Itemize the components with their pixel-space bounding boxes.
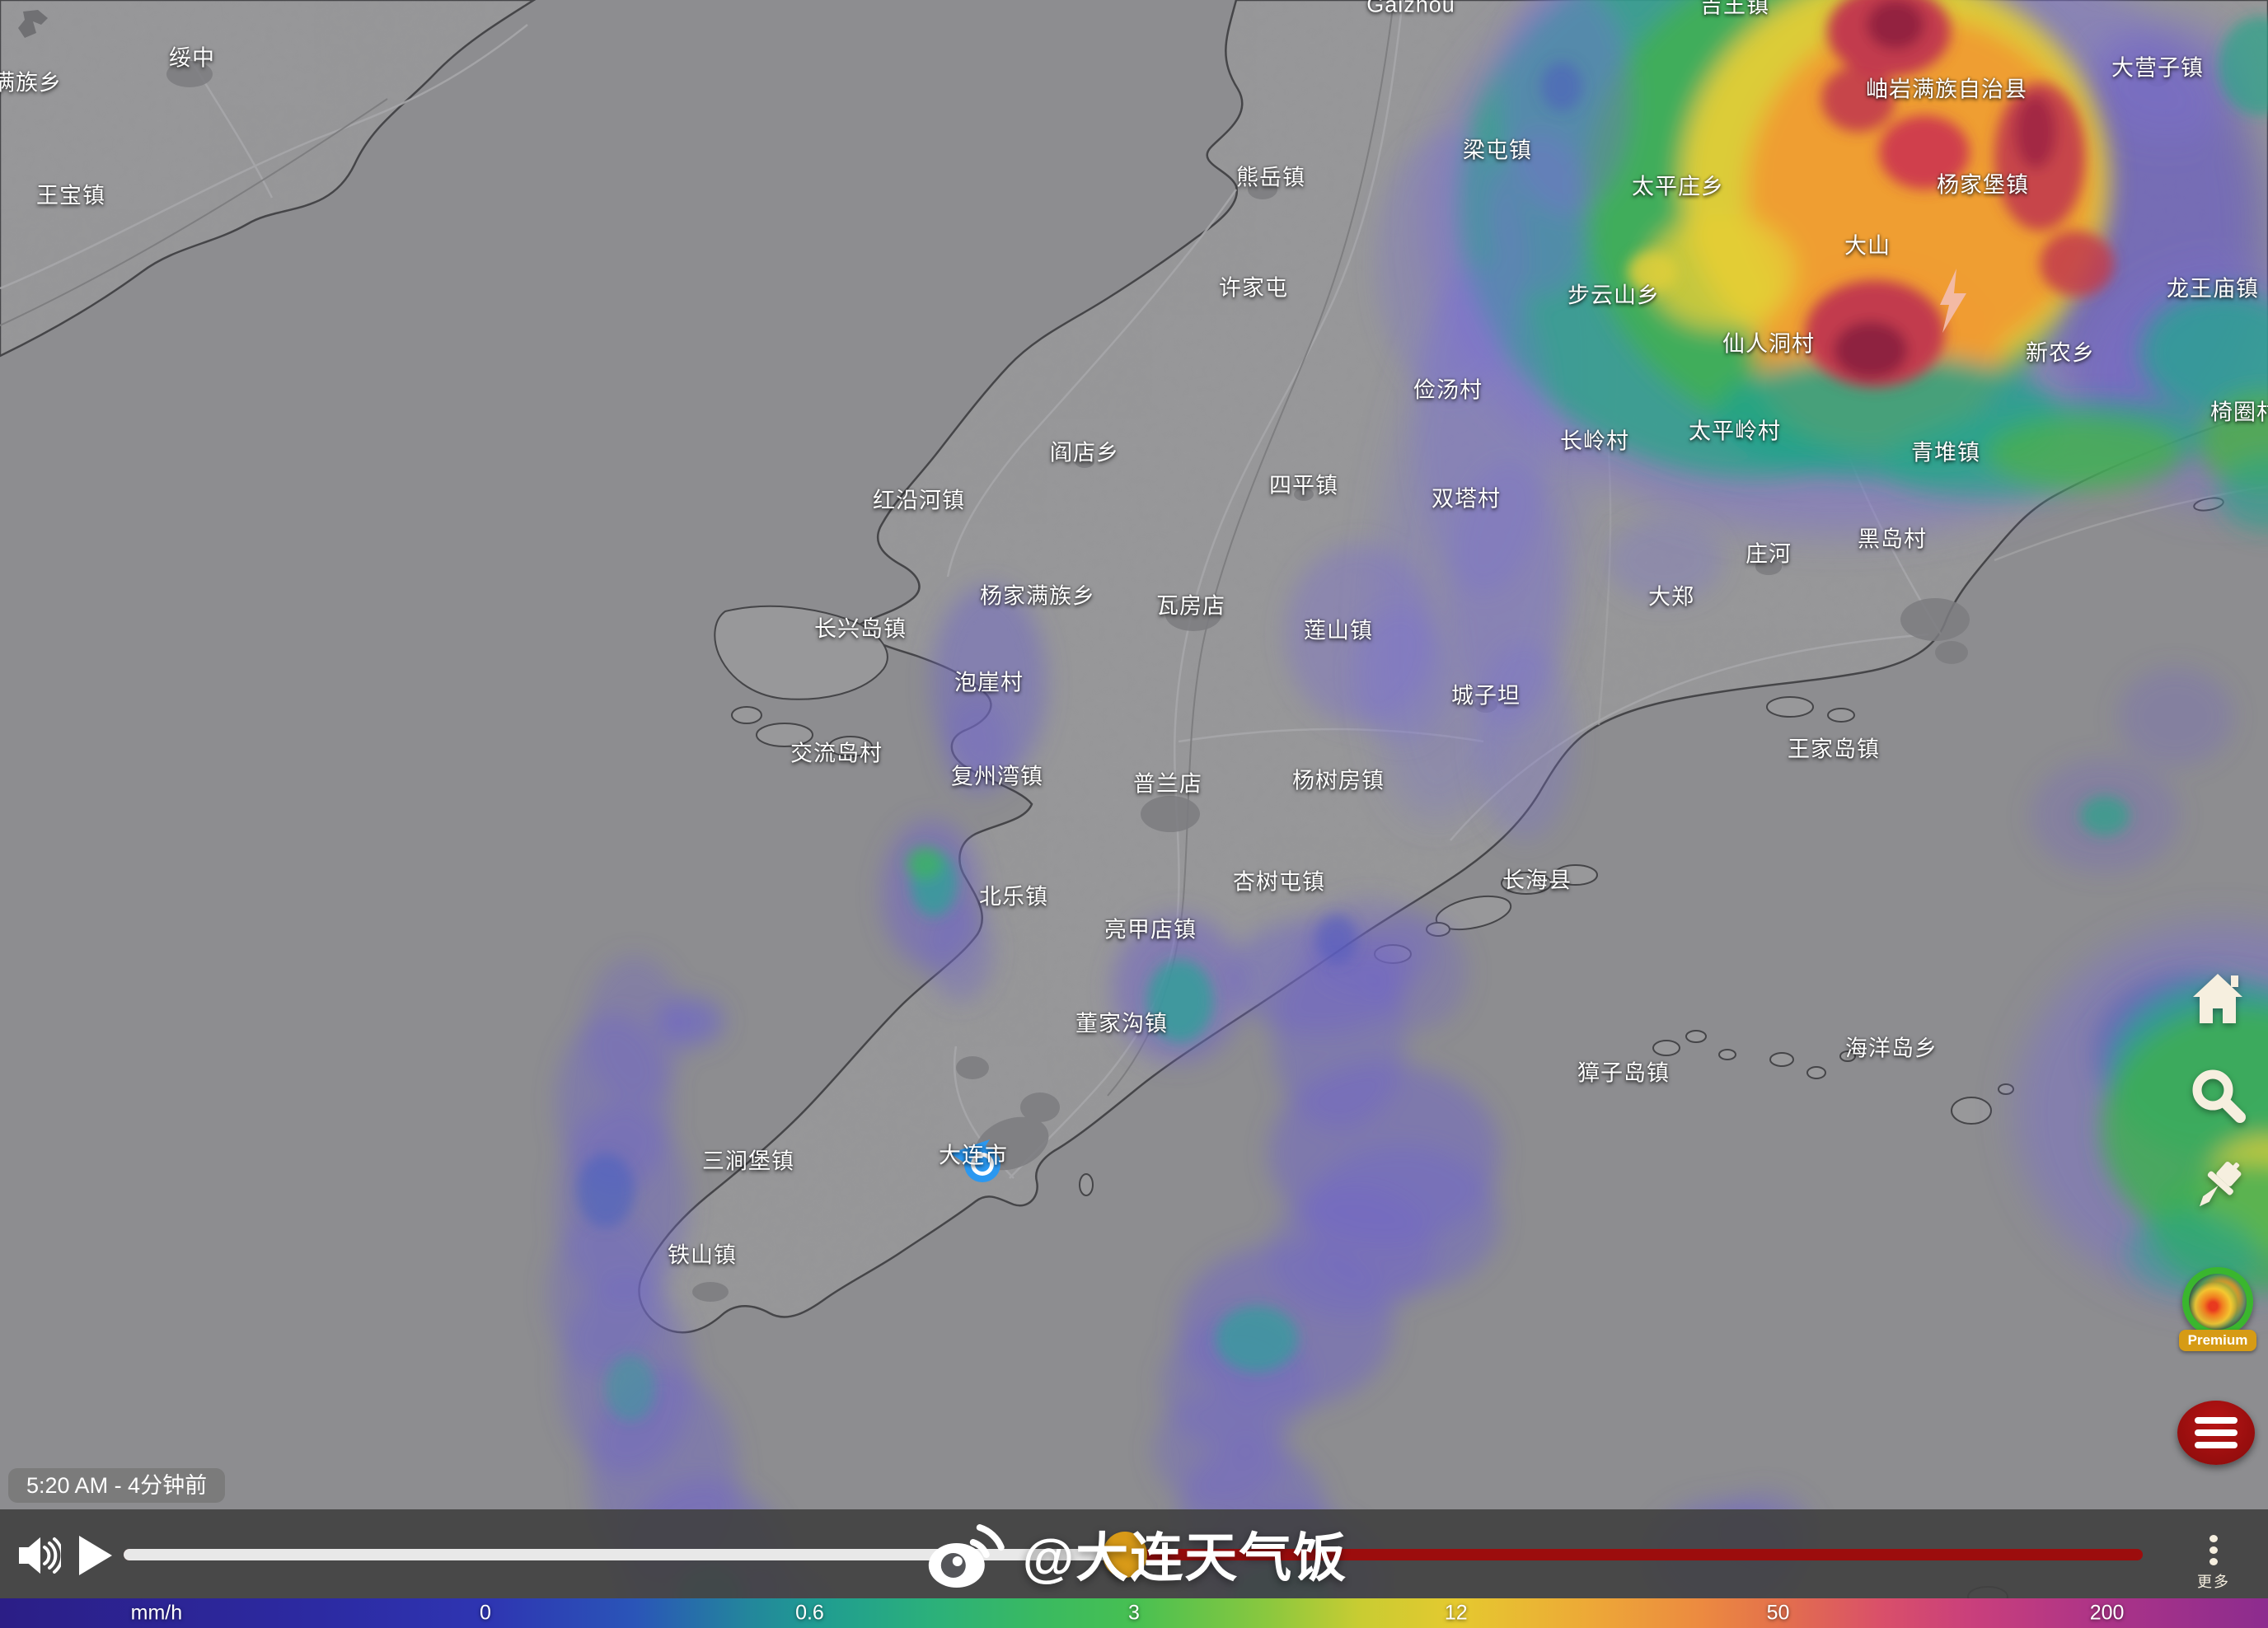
islands (714, 497, 2224, 1607)
legend-tick: 0 (479, 1601, 491, 1625)
speaker-icon (19, 1537, 61, 1574)
radar-timestamp-badge: 5:20 AM - 4分钟前 (8, 1468, 226, 1503)
premium-badge[interactable]: Premium (2179, 1330, 2256, 1351)
progress-played (124, 1549, 1125, 1560)
legend-unit: mm/h (130, 1601, 183, 1625)
home-button[interactable] (2190, 972, 2246, 1025)
more-label: 更多 (2197, 1574, 2230, 1590)
legend-tick: 200 (2089, 1601, 2125, 1625)
current-location-marker (950, 1139, 1000, 1182)
reservoir (18, 10, 48, 38)
legend-tick: 12 (1444, 1601, 1468, 1625)
search-icon (2192, 1069, 2246, 1123)
precipitation-legend: mm/h 0 0.6 3 12 50 200 (0, 1598, 2268, 1628)
play-icon (79, 1536, 112, 1575)
legend-tick: 0.6 (795, 1601, 824, 1625)
play-button[interactable] (76, 1534, 114, 1577)
progress-bar[interactable] (124, 1532, 2143, 1578)
legend-tick: 3 (1128, 1601, 1140, 1625)
sound-button[interactable] (18, 1536, 61, 1575)
playhead-handle[interactable] (1103, 1532, 1147, 1578)
pin-icon (2199, 1161, 2242, 1207)
pin-button[interactable] (2182, 1155, 2250, 1226)
legend-tick: 50 (1766, 1601, 1790, 1625)
home-icon (2193, 974, 2242, 1023)
video-player-bar: @大连天气饭 更多 (0, 1509, 2268, 1598)
premium-radar-button[interactable] (2182, 1267, 2253, 1336)
urban-areas (166, 61, 2169, 1302)
more-button[interactable]: 更多 (2189, 1532, 2238, 1592)
menu-button[interactable] (2177, 1401, 2255, 1465)
search-button[interactable] (2186, 1064, 2250, 1129)
